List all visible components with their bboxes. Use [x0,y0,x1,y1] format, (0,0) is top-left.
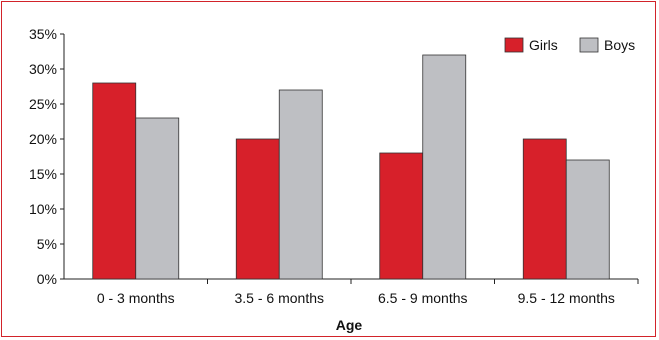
x-axis-categories: 0 - 3 months 3.5 - 6 months 6.5 - 9 months… [97,279,639,306]
y-tick-label: 30% [29,61,57,77]
y-tick-label: 35% [29,26,57,42]
legend-label-girls: Girls [529,37,558,53]
y-tick-label: 20% [29,131,57,147]
legend-label-boys: Boys [604,37,635,53]
legend: Girls Boys [504,37,635,53]
legend-swatch-boys [579,37,599,53]
bar-boys-2 [422,54,467,280]
x-category-label: 6.5 - 9 months [378,290,468,306]
x-category-label: 3.5 - 6 months [235,290,325,306]
bar-boys-0 [135,117,180,280]
x-category-label: 9.5 - 12 months [518,290,615,306]
y-axis-ticks: 0% 5% 10% 15% 20% 25% 30% 35% [29,26,64,287]
bar-girls-0 [92,82,137,280]
x-category-label: 0 - 3 months [97,290,175,306]
x-axis-title: Age [336,317,363,333]
y-tick-label: 0% [37,271,57,287]
bar-boys-1 [278,89,323,280]
y-tick-label: 10% [29,201,57,217]
bar-girls-1 [235,138,280,280]
legend-swatch-girls [504,37,524,53]
y-tick-label: 15% [29,166,57,182]
y-tick-label: 5% [37,236,57,252]
bars [92,54,610,280]
y-tick-label: 25% [29,96,57,112]
bar-boys-3 [565,159,610,280]
bar-girls-2 [379,152,424,280]
bar-girls-3 [522,138,567,280]
